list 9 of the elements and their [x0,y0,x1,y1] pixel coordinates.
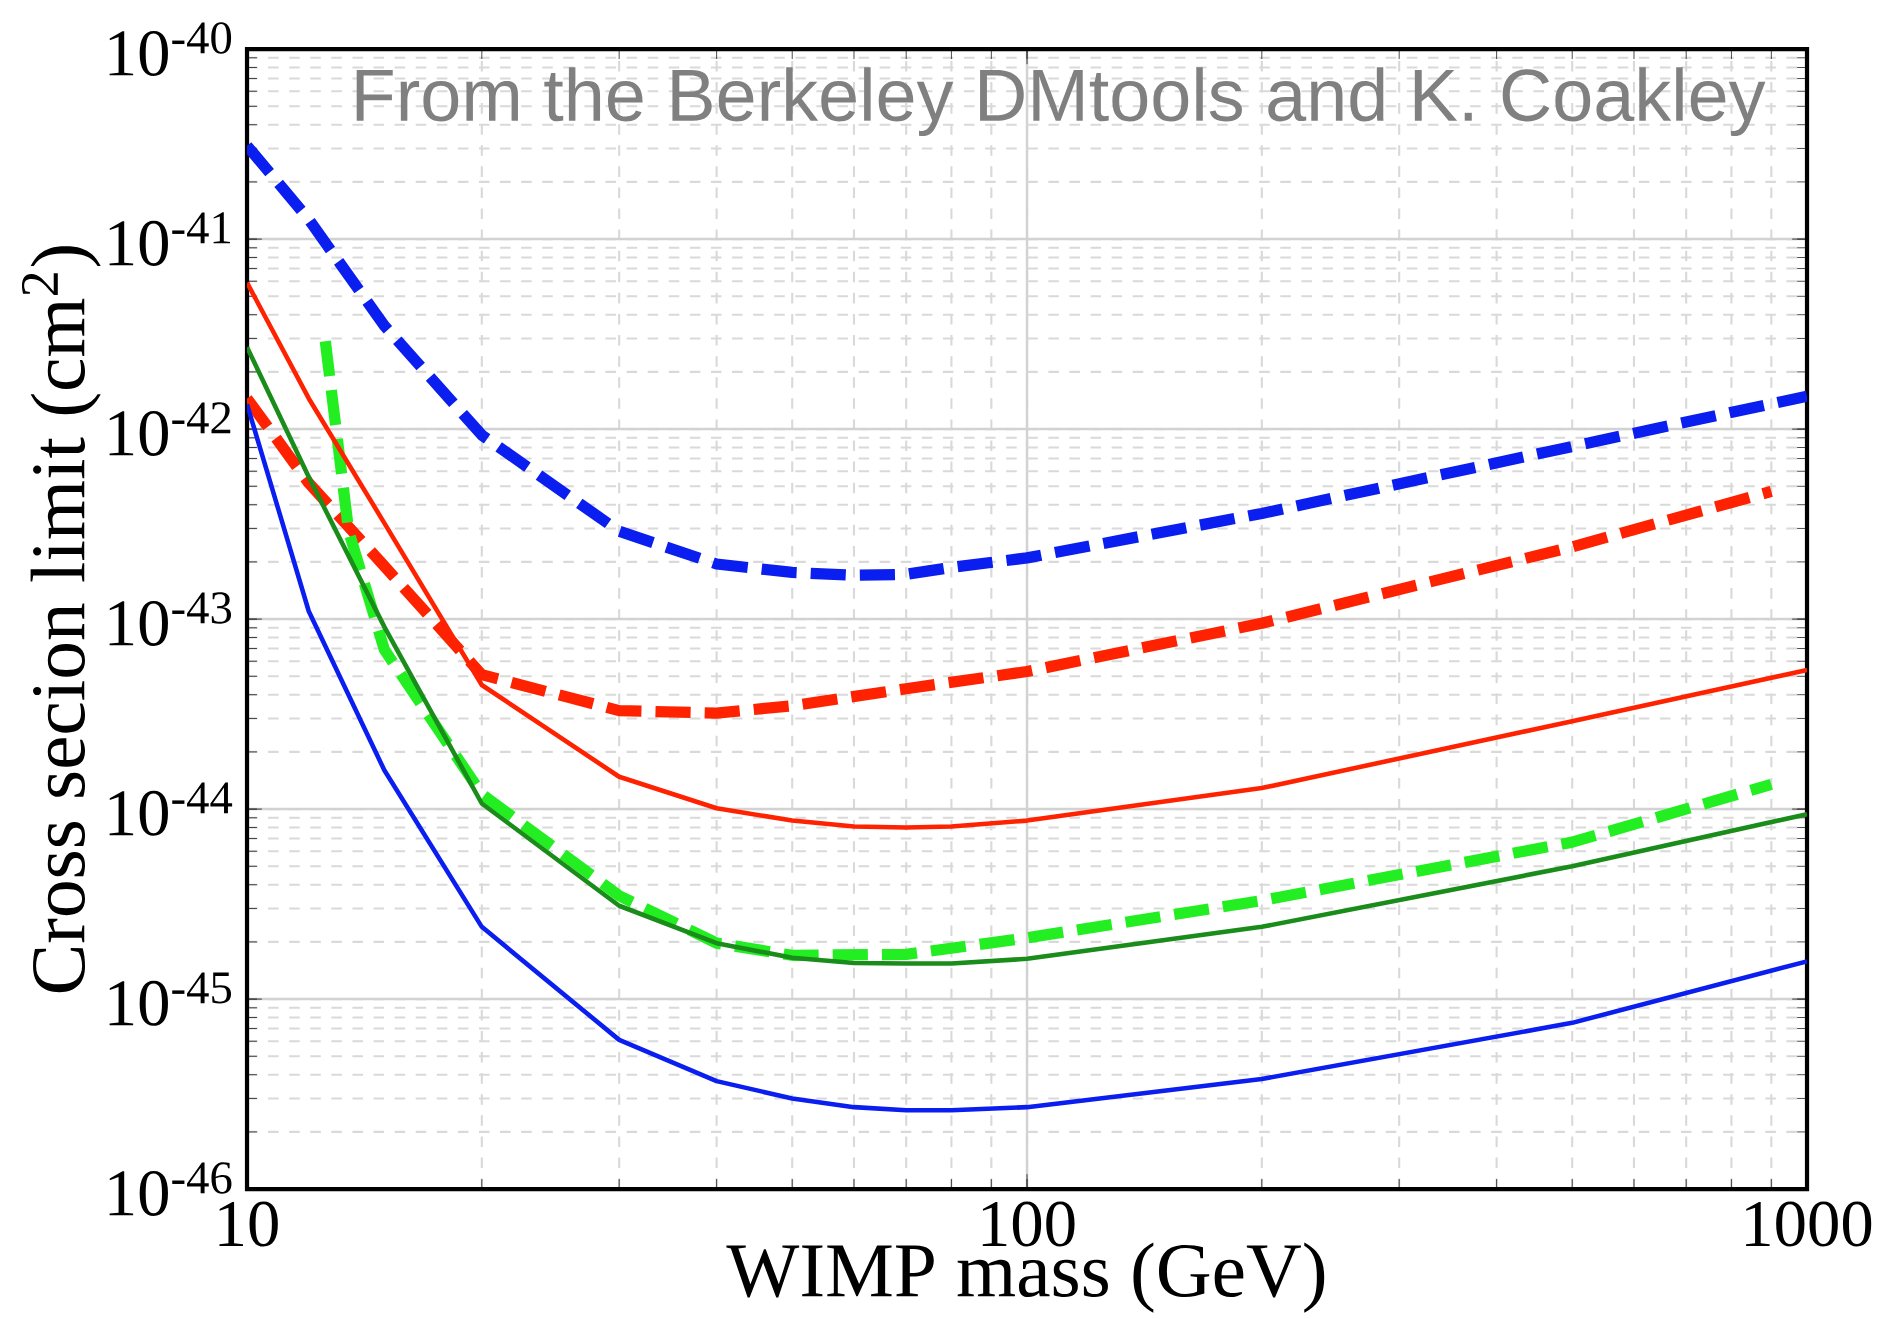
y-tick-label: 10$^{-40}$ [109,22,232,76]
x-tick-label: 1000 [1746,1201,1872,1247]
y-tick-label: 10$^{-41}$ [109,212,231,266]
y-tick-label: 10$^{-43}$ [109,592,232,646]
y-tick-label: 10$^{-42}$ [109,402,231,456]
y-axis-title: Cross secion limit (cm$^{2}$) [21,246,101,993]
y-tick-label: 10$^{-45}$ [109,972,232,1026]
y-tick-label: 10$^{-44}$ [109,782,233,836]
annotation: From the Berkeley DMtools and K. Coakley [356,67,1766,137]
